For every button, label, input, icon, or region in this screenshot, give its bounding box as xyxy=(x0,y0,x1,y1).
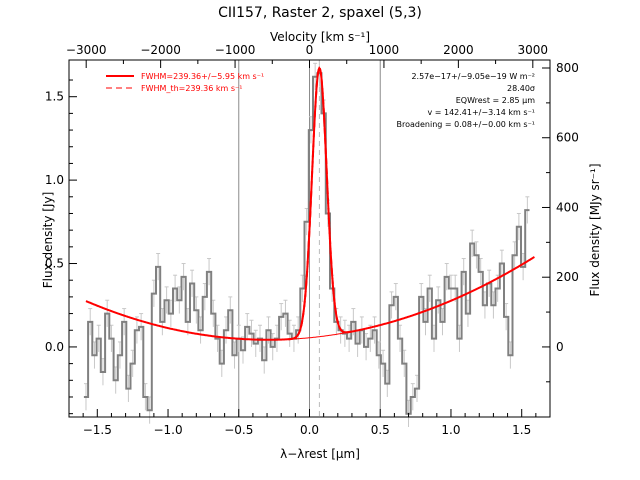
x-tick-label: −1.0 xyxy=(153,423,182,437)
y-axis-label-left: Flux density [Jy] xyxy=(41,192,55,289)
fit-series xyxy=(85,66,535,341)
legend-entry-2: FWHM_th=239.36 km s⁻¹ xyxy=(141,84,242,93)
top-tick-label: 3000 xyxy=(518,43,549,57)
x-tick-label: 1.5 xyxy=(512,423,531,437)
annotation-sigma: 28.40σ xyxy=(507,84,535,93)
legend-entry-1: FWHM=239.36+/−5.95 km s⁻¹ xyxy=(141,72,264,81)
x-axis-label: λ−λrest [μm] xyxy=(280,447,360,461)
annotation-eqw: EQWrest = 2.85 μm xyxy=(456,96,535,105)
top-tick-label: 0 xyxy=(306,43,314,57)
y-tick-label: 1.5 xyxy=(45,90,64,104)
top-tick-label: −3000 xyxy=(66,43,107,57)
annotation-flux: 2.57e−17+/−9.05e−19 W m⁻² xyxy=(411,72,535,81)
x-tick-label: −0.5 xyxy=(224,423,253,437)
legend: FWHM=239.36+/−5.95 km s⁻¹ FWHM_th=239.36… xyxy=(106,72,264,93)
x-tick-label: 0.5 xyxy=(371,423,390,437)
top-tick-label: 1000 xyxy=(369,43,400,57)
x-tick-label: −1.5 xyxy=(83,423,112,437)
top-tick-label: −1000 xyxy=(215,43,256,57)
y-tick-label: 0.5 xyxy=(45,257,64,271)
right-tick-label: 200 xyxy=(556,270,579,284)
x-tick-label: 0.0 xyxy=(300,423,319,437)
top-tick-label: −2000 xyxy=(140,43,181,57)
fit-theoretical-dashed xyxy=(287,66,351,341)
annotation-broadening: Broadening = 0.08+/−0.00 km s⁻¹ xyxy=(397,120,535,129)
right-tick-label: 800 xyxy=(556,61,579,75)
y-tick-label: 0.0 xyxy=(45,340,64,354)
fit-baseline xyxy=(85,256,535,341)
x-tick-label: 1.0 xyxy=(441,423,460,437)
y-axis-label-right: Flux density [MJy sr⁻¹] xyxy=(588,163,602,296)
axis-ticks: −1.5 −1.0 −0.5 0.0 0.5 1.0 1.5 0.0 0.5 1.0 1.5 −300… xyxy=(45,43,579,437)
annotation-block: 2.57e−17+/−9.05e−19 W m⁻² 28.40σ EQWrest… xyxy=(397,72,536,129)
annotation-velocity: v = 142.41+/−3.14 km s⁻¹ xyxy=(427,108,535,117)
data-histogram xyxy=(83,72,530,415)
y-tick-label: 1.0 xyxy=(45,173,64,187)
right-tick-label: 400 xyxy=(556,200,579,214)
top-axis-label: Velocity [km s⁻¹] xyxy=(270,30,370,44)
chart-title: CII157, Raster 2, spaxel (5,3) xyxy=(218,5,422,21)
data-series xyxy=(83,72,530,415)
right-tick-label: 600 xyxy=(556,131,579,145)
right-tick-label: 0 xyxy=(556,340,564,354)
top-tick-label: 2000 xyxy=(443,43,474,57)
